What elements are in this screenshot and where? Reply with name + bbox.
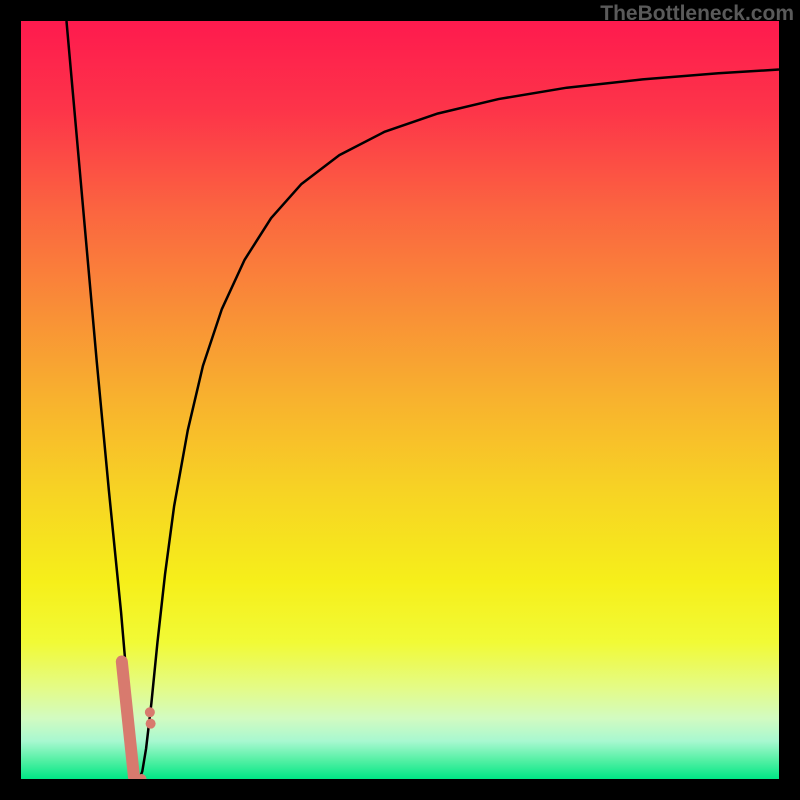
data-markers bbox=[21, 21, 779, 779]
marker-dot bbox=[145, 707, 155, 717]
marker-capsule bbox=[122, 662, 134, 777]
chart-container: TheBottleneck.com bbox=[0, 0, 800, 800]
watermark-text: TheBottleneck.com bbox=[600, 2, 794, 26]
plot-area bbox=[21, 21, 779, 779]
marker-dot bbox=[146, 719, 156, 729]
